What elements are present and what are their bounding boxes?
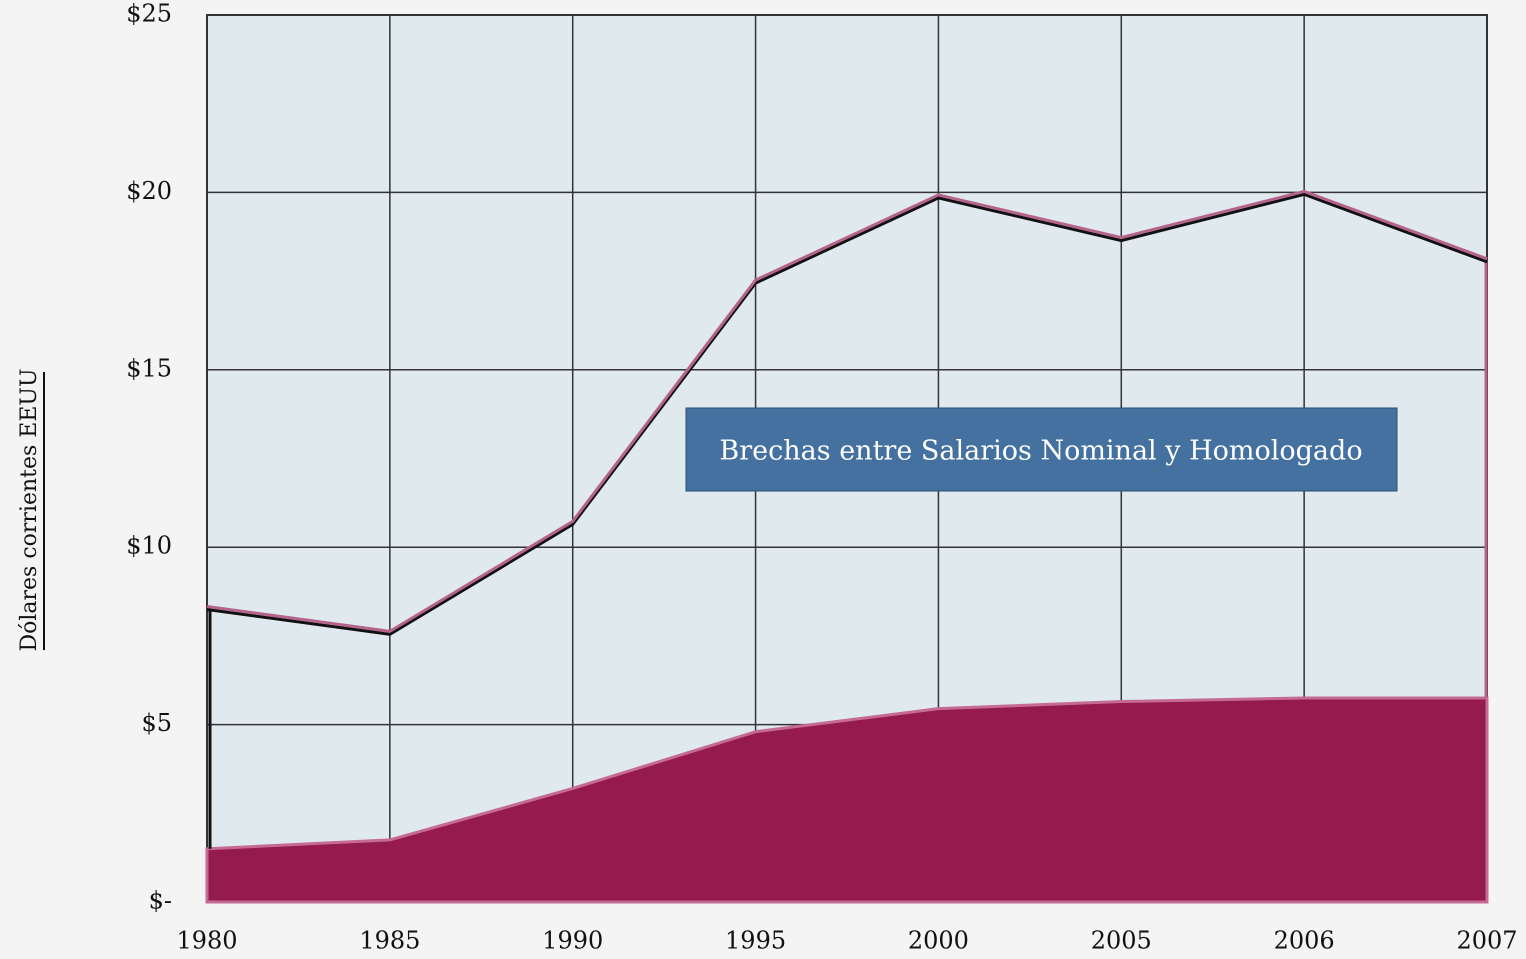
annotation-box xyxy=(685,407,1398,492)
y-tick-label: $5 xyxy=(141,709,172,737)
line-upper xyxy=(206,192,1488,636)
area-lower xyxy=(205,696,1489,904)
x-tick-label: 1985 xyxy=(359,927,420,955)
x-tick-label: 2006 xyxy=(1274,927,1335,955)
x-tick-label: 2000 xyxy=(908,927,969,955)
x-tick-label: 1995 xyxy=(725,927,786,955)
x-tick-label: 2007 xyxy=(1456,927,1517,955)
x-tick-label: 1980 xyxy=(176,927,237,955)
x-tick-label: 2005 xyxy=(1091,927,1152,955)
y-tick-label: $20 xyxy=(126,177,172,205)
y-axis-label: Dólares corrientes EEUU xyxy=(17,368,42,651)
y-tick-label: $- xyxy=(149,887,172,915)
line-upper-edge xyxy=(206,189,1488,633)
x-tick-label: 1990 xyxy=(542,927,603,955)
annotation: Brechas entre Salarios Nominal y Homolog… xyxy=(719,436,1362,467)
marks xyxy=(205,189,1489,904)
y-tick-label: $15 xyxy=(126,354,172,382)
y-tick-label: $10 xyxy=(126,532,172,560)
y-tick-label: $25 xyxy=(126,0,172,28)
